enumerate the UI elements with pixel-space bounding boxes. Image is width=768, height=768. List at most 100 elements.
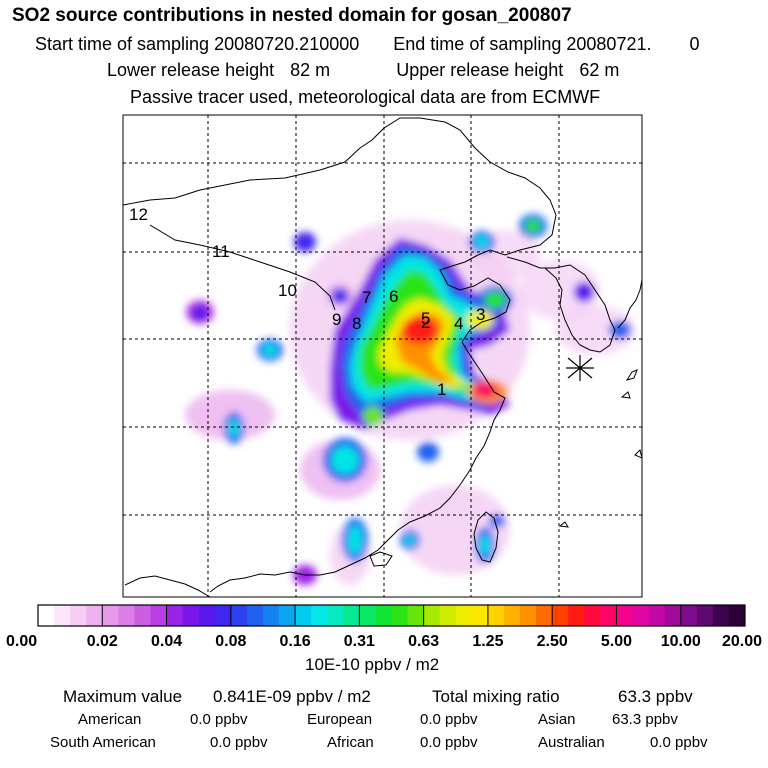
- total-mixing-value: 63.3 ppbv: [618, 687, 693, 706]
- total-mixing-label: Total mixing ratio: [432, 687, 560, 706]
- south-american-label: South American: [50, 734, 156, 751]
- colorbar-bin: [712, 605, 730, 626]
- colorbar-bin: [536, 605, 553, 626]
- coastlines: [123, 117, 642, 597]
- colorbar-bin: [166, 605, 184, 626]
- african-label: African: [327, 734, 374, 751]
- colorbar-bin: [102, 605, 119, 626]
- colorbar-tick-label: 2.50: [537, 633, 568, 650]
- asian-label: Asian: [538, 711, 576, 728]
- region-label-10: 10: [278, 281, 297, 300]
- american-label: American: [78, 711, 142, 728]
- colorbar-bin: [616, 605, 633, 626]
- colorbar-tick-label: 0.04: [151, 633, 182, 650]
- region-label-5: 5: [421, 309, 430, 328]
- colorbar-bin: [487, 605, 505, 626]
- upper-release-value: 62 m: [579, 60, 620, 80]
- colorbar-bin: [439, 605, 457, 626]
- colorbar-bin: [134, 605, 151, 626]
- colorbar-bin: [503, 605, 521, 626]
- region-label-12: 12: [129, 205, 148, 224]
- colorbar-bin: [150, 605, 167, 626]
- colorbar-bin: [118, 605, 135, 626]
- colorbar-bin: [520, 605, 537, 626]
- release-heights-line: Lower release height 82 m Upper release …: [107, 61, 619, 79]
- colorbar-bin: [246, 605, 264, 626]
- asian-value: 63.3 ppbv: [612, 711, 678, 728]
- colorbar-bin: [552, 605, 569, 626]
- colorbar-tick-label: 0.08: [215, 633, 246, 650]
- colorbar-bin: [70, 605, 87, 626]
- colorbar-tick-label: 20.00: [722, 633, 762, 650]
- region-label-6: 6: [389, 287, 398, 306]
- australian-value: 0.0 ppbv: [650, 734, 708, 751]
- colorbar-tick-label: 10.00: [661, 633, 701, 650]
- colorbar-bin: [664, 605, 682, 626]
- map-frame: [122, 114, 643, 598]
- lower-release-value: 82 m: [290, 60, 331, 80]
- colorbar-units: 10E-10 ppbv / m2: [305, 655, 440, 674]
- sampling-end-hour: 0: [689, 34, 700, 54]
- region-label-7: 7: [362, 288, 371, 307]
- colorbar-bin: [295, 605, 312, 626]
- colorbar-bin: [54, 605, 71, 626]
- european-value: 0.0 ppbv: [420, 711, 478, 728]
- sampling-start-value: 20080720.210000: [214, 34, 360, 54]
- colorbar-bin: [648, 605, 666, 626]
- colorbar-bin: [279, 605, 296, 626]
- region-label-4: 4: [454, 314, 463, 333]
- colorbar-bin: [38, 605, 55, 626]
- african-value: 0.0 ppbv: [420, 734, 478, 751]
- colorbar: 0.00 0.02 0.04 0.08 0.16 0.31 0.63 1.25 2.50 5.00…: [6, 604, 762, 650]
- colorbar-bin: [584, 605, 601, 626]
- colorbar-bin: [182, 605, 200, 626]
- colorbar-bin: [407, 605, 425, 626]
- max-value-label: Maximum value: [63, 687, 183, 706]
- colorbar-bin: [214, 605, 232, 626]
- colorbar-frame: [37, 604, 746, 627]
- figure-title: SO2 source contributions in nested domai…: [12, 5, 572, 26]
- region-label-8: 8: [352, 314, 361, 333]
- colorbar-bin: [696, 605, 714, 626]
- colorbar-bin: [230, 605, 248, 626]
- colorbar-tick-label: 0.31: [344, 633, 375, 650]
- tracer-note: Passive tracer used, meteorological data…: [130, 87, 601, 107]
- map-area: 1 2 3 4 5 6 7 8 9 10 11 12: [123, 115, 642, 597]
- sampling-end-value: 20080721.: [566, 34, 652, 54]
- colorbar-bin: [680, 605, 698, 626]
- region-label-3: 3: [476, 305, 485, 324]
- south-american-value: 0.0 ppbv: [210, 734, 268, 751]
- colorbar-bin: [391, 605, 408, 626]
- colorbar-bin: [198, 605, 216, 626]
- max-value: 0.841E-09 ppbv / m2: [213, 687, 371, 706]
- sampling-times-line: Start time of sampling 20080720.210000 E…: [35, 35, 700, 53]
- colorbar-tick-label: 5.00: [601, 633, 632, 650]
- receptor-marker: [566, 355, 594, 381]
- concentration-field: [185, 214, 635, 585]
- lower-release-label: Lower release height: [107, 60, 275, 80]
- colorbar-bin: [568, 605, 585, 626]
- colorbar-bin: [455, 605, 473, 626]
- colorbar-bin: [359, 605, 376, 626]
- colorbar-bin: [262, 605, 280, 626]
- region-label-9: 9: [332, 310, 341, 329]
- sampling-end-label: End time of sampling: [393, 34, 562, 54]
- region-label-11: 11: [212, 242, 230, 261]
- region-labels: 1 2 3 4 5 6 7 8 9 10 11 12: [129, 205, 485, 399]
- colorbar-bin: [471, 605, 489, 626]
- european-label: European: [307, 711, 373, 728]
- american-value: 0.0 ppbv: [190, 711, 248, 728]
- sampling-start-label: Start time of sampling: [35, 34, 210, 54]
- colorbar-bin: [632, 605, 649, 626]
- colorbar-bin: [728, 605, 746, 626]
- colorbar-bin: [423, 605, 441, 626]
- colorbar-tick-label: 0.63: [408, 633, 439, 650]
- colorbar-tick-label: 0.02: [87, 633, 118, 650]
- colorbar-bin: [375, 605, 392, 626]
- colorbar-bin: [600, 605, 617, 626]
- region-label-2: 2: [421, 313, 430, 332]
- australian-label: Australian: [538, 734, 605, 751]
- colorbar-bin: [343, 605, 360, 626]
